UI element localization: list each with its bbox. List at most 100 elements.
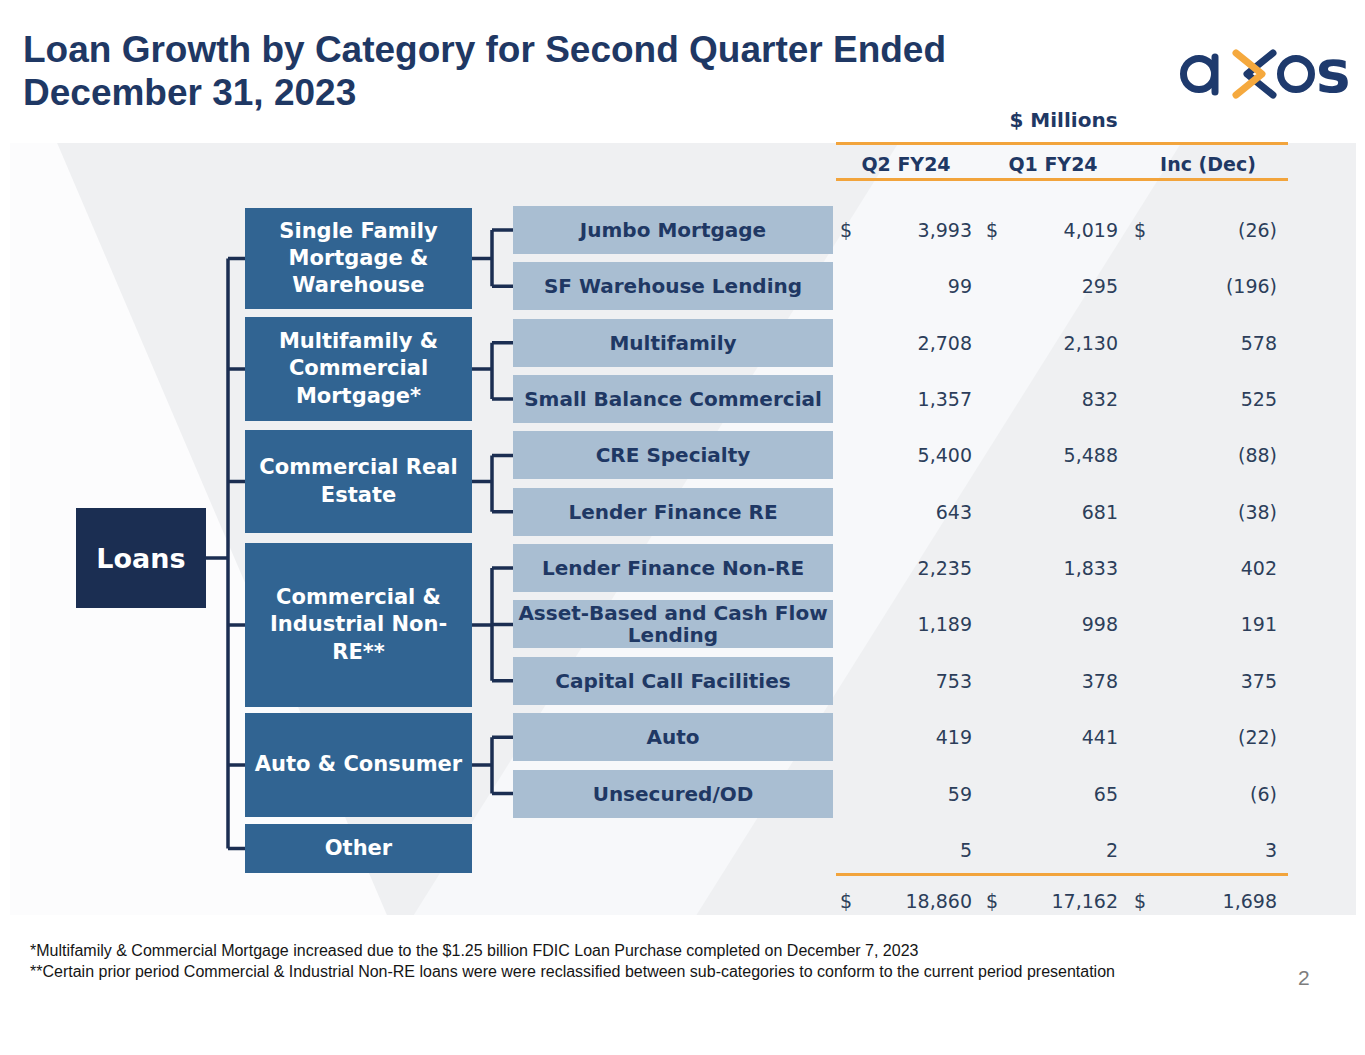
- cell-value: 1,357: [918, 388, 972, 410]
- cell-inc: 191: [1134, 612, 1277, 636]
- cell-value: 3: [1265, 839, 1277, 861]
- root-node-label: Loans: [96, 543, 185, 574]
- cell-value: 578: [1241, 332, 1277, 354]
- subcategory-node-label: Capital Call Facilities: [555, 670, 790, 692]
- cell-inc: $ (26): [1134, 218, 1277, 242]
- category-node: Auto & Consumer: [245, 713, 472, 817]
- dollar-sign: $: [986, 890, 998, 912]
- subcategory-node: Small Balance Commercial: [513, 375, 833, 423]
- cell-value: 1,833: [1064, 557, 1118, 579]
- axos-logo: s: [1172, 28, 1350, 100]
- cell-value: 441: [1082, 726, 1118, 748]
- cell-inc: (6): [1134, 782, 1277, 806]
- cell-q2: 753: [840, 669, 972, 693]
- table-row: $3,993$4,019$(26): [836, 218, 1291, 242]
- table-row: 59 65 (6): [836, 782, 1291, 806]
- cell-value: 2,708: [918, 332, 972, 354]
- orange-rule-top: [836, 142, 1288, 145]
- category-node: Single Family Mortgage & Warehouse: [245, 208, 472, 309]
- cell-value: 378: [1082, 670, 1118, 692]
- cell-q1: 998: [986, 612, 1118, 636]
- cell-value: 1,698: [1223, 890, 1277, 912]
- category-node: Other: [245, 824, 472, 873]
- table-row: 2,708 2,130 578: [836, 331, 1291, 355]
- footnotes: *Multifamily & Commercial Mortgage incre…: [30, 940, 1245, 982]
- subcategory-node: SF Warehouse Lending: [513, 262, 833, 310]
- orange-rule-header: [836, 178, 1288, 181]
- subcategory-node: CRE Specialty: [513, 431, 833, 479]
- table-row: 643 681 (38): [836, 500, 1291, 524]
- category-node-label: Commercial & Industrial Non-RE**: [249, 584, 468, 666]
- cell-q2: $18,860: [840, 889, 972, 913]
- cell-value: 5: [960, 839, 972, 861]
- cell-value: 402: [1241, 557, 1277, 579]
- category-node-label: Single Family Mortgage & Warehouse: [249, 218, 468, 300]
- subcategory-node-label: Lender Finance Non-RE: [542, 557, 804, 579]
- subcategory-node: Unsecured/OD: [513, 770, 833, 818]
- cell-value: 643: [936, 501, 972, 523]
- cell-value: 18,860: [906, 890, 972, 912]
- cell-q2: 59: [840, 782, 972, 806]
- table-row: 1,189 998 191: [836, 612, 1291, 636]
- cell-q2: 2,708: [840, 331, 972, 355]
- slide: Loan Growth by Category for Second Quart…: [0, 0, 1365, 1055]
- category-node-label: Commercial Real Estate: [249, 454, 468, 509]
- cell-q1: 378: [986, 669, 1118, 693]
- cell-q2: 419: [840, 725, 972, 749]
- cell-value: 998: [1082, 613, 1118, 635]
- root-node-loans: Loans: [76, 508, 206, 608]
- cell-value: 1,189: [918, 613, 972, 635]
- dollar-sign: $: [1134, 890, 1146, 912]
- cell-value: 5,488: [1064, 444, 1118, 466]
- cell-inc: 578: [1134, 331, 1277, 355]
- subcategory-node-label: CRE Specialty: [596, 444, 751, 466]
- cell-value: 419: [936, 726, 972, 748]
- subcategory-node: Multifamily: [513, 319, 833, 367]
- cell-q1: 5,488: [986, 443, 1118, 467]
- cell-inc: (22): [1134, 725, 1277, 749]
- cell-q1: $4,019: [986, 218, 1118, 242]
- cell-q2: $3,993: [840, 218, 972, 242]
- cell-q1: 2: [986, 838, 1118, 862]
- subcategory-node: Auto: [513, 713, 833, 761]
- subcategory-node-label: Jumbo Mortgage: [580, 219, 766, 241]
- column-header-q2: Q2 FY24: [836, 153, 976, 177]
- slide-title: Loan Growth by Category for Second Quart…: [23, 28, 1093, 115]
- category-node: Commercial & Industrial Non-RE**: [245, 543, 472, 707]
- cell-value: (22): [1238, 726, 1277, 748]
- cell-value: (26): [1238, 219, 1277, 241]
- subcategory-node: Capital Call Facilities: [513, 657, 833, 705]
- subcategory-node-label: Lender Finance RE: [568, 501, 777, 523]
- column-header-inc: Inc (Dec): [1132, 153, 1284, 177]
- cell-value: 191: [1241, 613, 1277, 635]
- cell-value: 375: [1241, 670, 1277, 692]
- table-row: 99295(196): [836, 274, 1291, 298]
- subcategory-node-label: Multifamily: [609, 332, 736, 354]
- subcategory-node: Asset-Based and Cash Flow Lending: [513, 600, 833, 648]
- category-node-label: Multifamily & Commercial Mortgage*: [249, 328, 468, 410]
- cell-q1: 1,833: [986, 556, 1118, 580]
- table-row: 753 378 375: [836, 669, 1291, 693]
- category-node-label: Auto & Consumer: [255, 751, 462, 778]
- cell-q1: 441: [986, 725, 1118, 749]
- column-header-q1: Q1 FY24: [984, 153, 1122, 177]
- cell-value: 753: [936, 670, 972, 692]
- subcategory-node: Lender Finance Non-RE: [513, 544, 833, 592]
- cell-inc: $1,698: [1134, 889, 1277, 913]
- table-row: 419 441 (22): [836, 725, 1291, 749]
- cell-value: 59: [948, 783, 972, 805]
- cell-q1: 2,130: [986, 331, 1118, 355]
- cell-q1: 65: [986, 782, 1118, 806]
- cell-q1: 681: [986, 500, 1118, 524]
- table-row: 2,2351,833402: [836, 556, 1291, 580]
- cell-value: (88): [1238, 444, 1277, 466]
- cell-value: (6): [1250, 783, 1277, 805]
- cell-value: 5,400: [918, 444, 972, 466]
- dollar-sign: $: [1134, 219, 1146, 241]
- cell-q2: 1,357: [840, 387, 972, 411]
- table-row: 5,400 5,488 (88): [836, 443, 1291, 467]
- table-row: 1,357832525: [836, 387, 1291, 411]
- cell-inc: 402: [1134, 556, 1277, 580]
- cell-value: (38): [1238, 501, 1277, 523]
- dollar-sign: $: [986, 219, 998, 241]
